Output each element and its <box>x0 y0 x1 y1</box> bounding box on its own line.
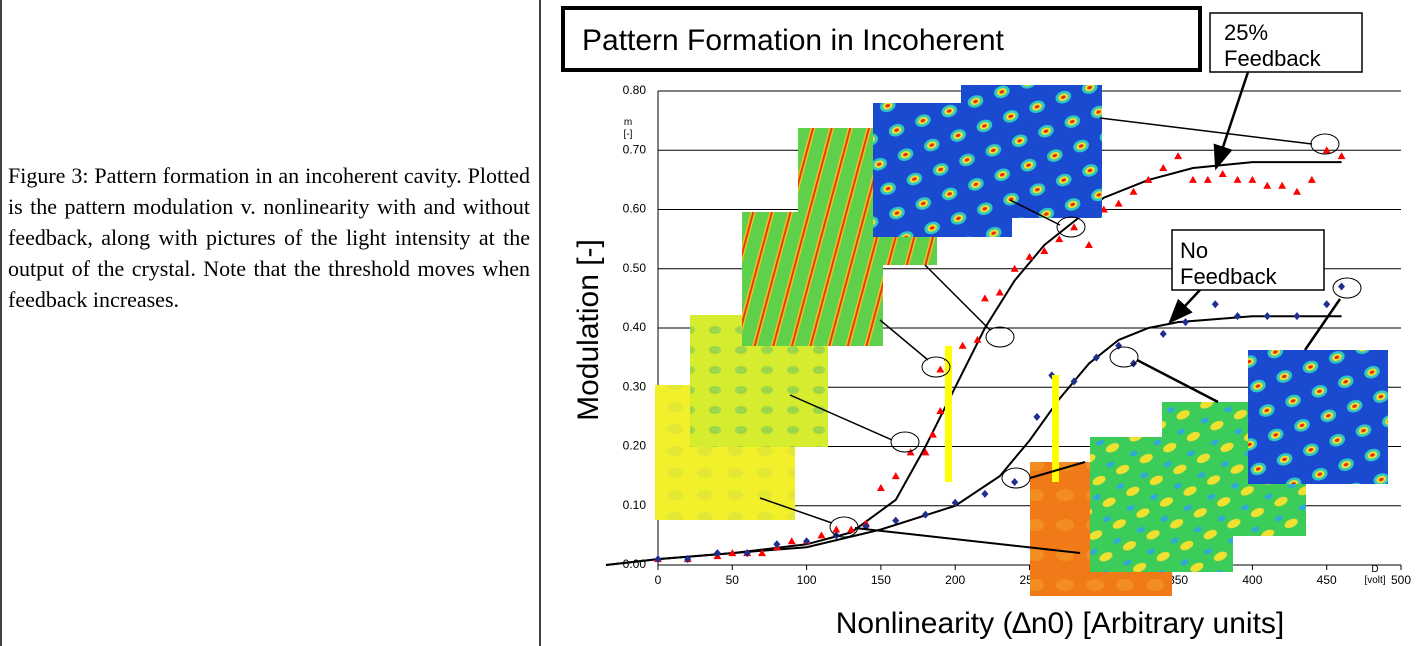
callout-arrow <box>1216 72 1248 168</box>
data-point <box>788 537 796 544</box>
highlight-circle <box>1002 468 1030 488</box>
x-tick-label: 150 <box>871 573 891 587</box>
data-point <box>1234 176 1242 183</box>
data-point <box>929 431 937 438</box>
data-point <box>1323 300 1330 308</box>
highlight-circle <box>1110 347 1138 367</box>
data-point <box>1130 360 1137 368</box>
data-point <box>1219 170 1227 177</box>
x-symbol: D <box>1371 564 1378 575</box>
data-point <box>1263 182 1271 189</box>
data-point <box>1033 413 1040 421</box>
data-point <box>1248 176 1256 183</box>
pointer <box>1137 360 1218 402</box>
data-point <box>1293 188 1301 195</box>
data-point <box>1308 176 1316 183</box>
data-point <box>1011 478 1018 486</box>
data-point <box>1338 152 1346 159</box>
data-point <box>714 549 721 557</box>
x-tick-label: 450 <box>1317 573 1337 587</box>
threshold-bar <box>1052 375 1059 482</box>
x-tick-label: 500 <box>1391 573 1411 587</box>
page: {"caption": "Figure 3: Pattern formation… <box>0 0 1427 646</box>
y-tick-label: 0.10 <box>623 498 647 512</box>
data-point <box>1174 152 1182 159</box>
pointer <box>1305 299 1340 350</box>
x-tick-label: 100 <box>797 573 817 587</box>
data-point <box>1278 182 1286 189</box>
x-tick-label: 200 <box>945 573 965 587</box>
data-point <box>1264 312 1271 320</box>
data-point <box>817 531 825 538</box>
data-point <box>1130 188 1138 195</box>
y-symbol: m <box>624 117 632 128</box>
x-axis-label: Nonlinearity (∆n0) [Arbitrary units] <box>836 607 1285 640</box>
data-point <box>981 490 988 498</box>
data-point <box>1338 283 1345 291</box>
data-point <box>1234 312 1241 320</box>
data-point <box>877 484 885 491</box>
data-point <box>1159 164 1167 171</box>
callout-line: No <box>1180 238 1214 263</box>
data-point <box>922 511 929 519</box>
chart-title: Pattern Formation in Incoherent <box>582 24 1005 57</box>
callout-line: 25% <box>1224 20 1274 45</box>
y-tick-label: 0.20 <box>623 439 647 453</box>
data-point <box>1085 241 1093 248</box>
callout-line: Feedback <box>1224 46 1322 71</box>
data-point <box>1293 312 1300 320</box>
y-tick-label: 0.50 <box>623 261 647 275</box>
chart: 0.00 0.10 0.20 0.30 0.40 0.50 0.60 0.70 0.80 0 50 1… <box>0 0 1427 646</box>
x-unit: [volt] <box>1364 575 1385 586</box>
data-point <box>1189 176 1197 183</box>
data-point <box>892 472 900 479</box>
y-unit: [-] <box>624 129 633 140</box>
inset-image <box>1248 350 1388 484</box>
data-point <box>847 525 855 532</box>
data-point <box>936 365 944 372</box>
pointer <box>880 320 928 360</box>
y-tick-label: 0.00 <box>623 557 647 571</box>
y-tick-label: 0.60 <box>623 202 647 216</box>
pointer <box>1100 118 1312 144</box>
y-tick-label: 0.40 <box>623 320 647 334</box>
highlight-circle <box>891 432 919 452</box>
x-tick-label: 50 <box>726 573 740 587</box>
highlight-circle <box>1333 278 1361 298</box>
data-point <box>1115 200 1123 207</box>
callout-arrow <box>1170 290 1200 322</box>
x-tick-label: 400 <box>1242 573 1262 587</box>
x-tick-label: 0 <box>655 573 662 587</box>
highlight-circle <box>1057 217 1085 237</box>
data-point <box>1212 300 1219 308</box>
data-point <box>959 342 967 349</box>
pointer <box>925 265 990 330</box>
threshold-bar <box>945 346 952 482</box>
data-point <box>1204 176 1212 183</box>
data-point <box>1160 330 1167 338</box>
callout-line: Feedback <box>1180 264 1278 289</box>
y-tick-label: 0.80 <box>623 83 647 97</box>
data-point <box>996 288 1004 295</box>
y-axis-label: Modulation [-] <box>572 239 605 421</box>
data-point <box>1182 318 1189 326</box>
data-point <box>1026 253 1034 260</box>
data-point <box>981 294 989 301</box>
y-tick-label: 0.70 <box>623 142 647 156</box>
inset-image <box>961 85 1102 218</box>
highlight-circle <box>986 327 1014 347</box>
y-tick-label: 0.30 <box>623 379 647 393</box>
